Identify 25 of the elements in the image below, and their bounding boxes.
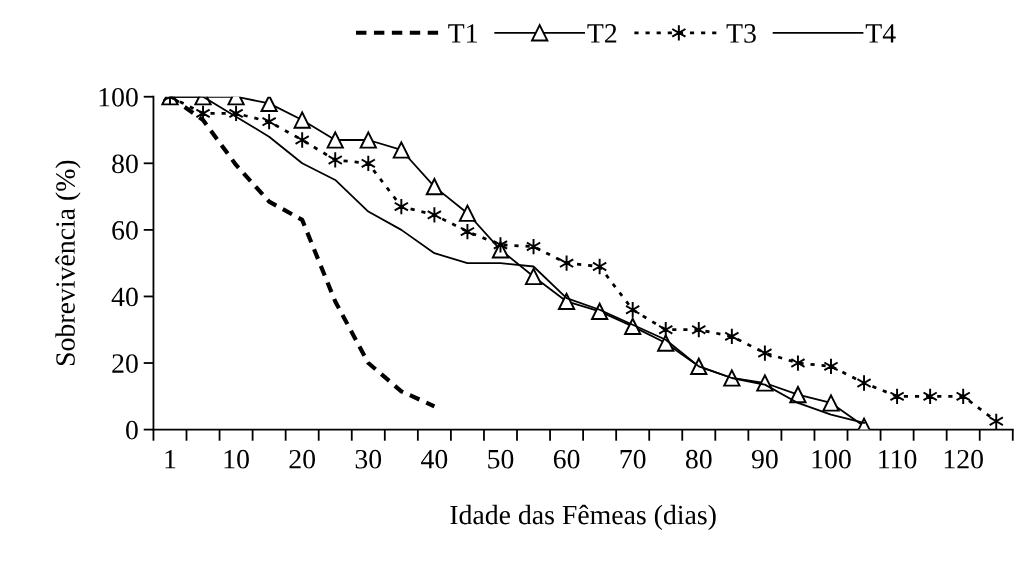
x-tick-label: 20 bbox=[289, 449, 316, 469]
x-tick-label: 60 bbox=[553, 449, 580, 469]
x-tick-label: 70 bbox=[620, 449, 646, 469]
x-tick-label: 50 bbox=[488, 449, 514, 469]
y-tick-label: 100 bbox=[99, 87, 138, 107]
x-axis-title: Idade das Fêmeas (dias) bbox=[450, 504, 716, 531]
x-tick-label: 90 bbox=[751, 449, 778, 469]
y-tick-label: 40 bbox=[111, 287, 138, 307]
x-tick-label: 1 bbox=[165, 449, 176, 469]
legend-label: T2 bbox=[587, 24, 617, 43]
x-tick-label: 10 bbox=[224, 449, 249, 469]
y-axis-title: Sobrevivência (%) bbox=[55, 160, 81, 366]
y-tick-label: 0 bbox=[126, 420, 138, 440]
y-tick-label: 60 bbox=[112, 221, 138, 240]
x-tick-label: 80 bbox=[685, 449, 712, 469]
legend-label: T4 bbox=[865, 24, 896, 43]
legend-label: T3 bbox=[726, 24, 756, 43]
y-tick-label: 20 bbox=[112, 354, 138, 373]
x-tick-label: 110 bbox=[879, 449, 917, 469]
legend-label: T1 bbox=[448, 24, 477, 43]
x-tick-label: 100 bbox=[812, 449, 851, 469]
x-tick-label: 30 bbox=[355, 449, 382, 469]
x-tick-label: 120 bbox=[944, 449, 983, 469]
x-tick-label: 40 bbox=[421, 449, 448, 469]
y-tick-label: 80 bbox=[112, 154, 138, 174]
